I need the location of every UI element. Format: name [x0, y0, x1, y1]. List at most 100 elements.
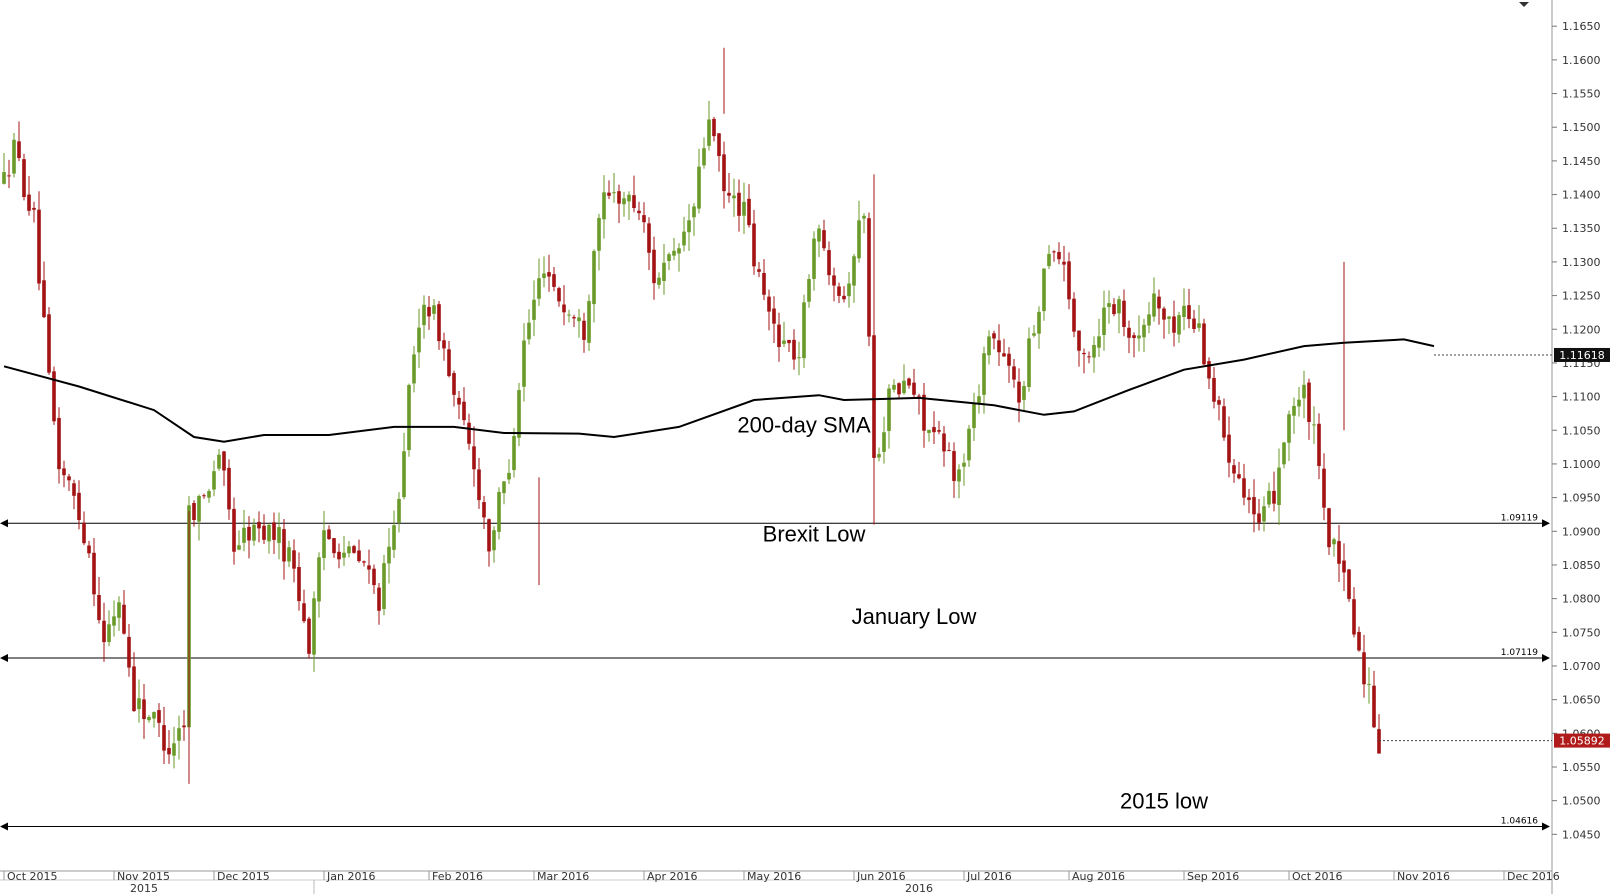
candle: [1092, 336, 1096, 373]
candle: [707, 100, 711, 151]
candle: [212, 460, 216, 497]
candle: [677, 243, 681, 272]
candle: [632, 175, 636, 213]
candle: [272, 512, 276, 554]
candle: [292, 539, 296, 583]
candle: [1227, 416, 1231, 478]
candle: [617, 184, 621, 223]
candle: [1037, 306, 1041, 349]
candle: [777, 312, 781, 362]
candle: [242, 509, 246, 552]
candle: [382, 554, 386, 616]
candle: [602, 175, 606, 239]
y-tick-label: 1.1650: [1562, 20, 1601, 33]
candle: [1222, 398, 1226, 441]
chevron-down-icon[interactable]: [1519, 2, 1529, 7]
candle: [557, 286, 561, 307]
candle: [137, 679, 141, 723]
candle: [102, 602, 106, 662]
candle: [327, 525, 331, 541]
candle: [257, 511, 261, 543]
candle: [82, 511, 86, 546]
candle: [1357, 626, 1361, 652]
candle: [977, 384, 981, 414]
candle: [32, 201, 36, 223]
candle: [157, 703, 161, 737]
candle: [1332, 537, 1336, 557]
candle: [232, 497, 236, 565]
candle: [462, 387, 466, 426]
candle: [1002, 338, 1006, 357]
candle: [1132, 332, 1136, 358]
candle: [1247, 488, 1251, 514]
candle: [1202, 318, 1206, 366]
candle: [227, 459, 231, 520]
annotation-label: Brexit Low: [763, 521, 866, 546]
candle: [1162, 306, 1166, 339]
candle: [367, 549, 371, 584]
candle: [222, 450, 226, 486]
candle: [152, 711, 156, 728]
x-tick-label: Nov 2016: [1397, 870, 1450, 883]
candle: [1097, 318, 1101, 357]
support-levels: 1.09119 1.07119 1.04616: [0, 513, 1550, 831]
y-tick-label: 1.1600: [1562, 54, 1601, 67]
candle: [712, 116, 716, 142]
candle: [957, 464, 961, 499]
y-tick-label: 1.1250: [1562, 290, 1601, 303]
candle: [37, 191, 41, 291]
candle: [1232, 459, 1236, 483]
level-right-arrow: [1542, 519, 1550, 528]
candle: [1057, 242, 1061, 265]
candle: [177, 715, 181, 760]
candle: [522, 323, 526, 402]
x-tick-label: Feb 2016: [432, 870, 483, 883]
candle: [1007, 347, 1011, 383]
candle: [47, 307, 51, 375]
candle: [12, 133, 16, 178]
candle: [847, 272, 851, 308]
candle: [752, 209, 756, 275]
candle: [537, 258, 541, 306]
candle: [392, 510, 396, 559]
candle: [92, 538, 96, 607]
candle: [147, 715, 151, 723]
year-label: 2016: [905, 882, 933, 894]
candle: [1212, 367, 1216, 409]
y-tick-label: 1.1400: [1562, 189, 1601, 202]
candle: [697, 148, 701, 214]
candle: [267, 523, 271, 554]
candle: [702, 137, 706, 169]
y-tick-label: 1.1000: [1562, 458, 1601, 471]
candle: [52, 366, 56, 425]
candle: [1277, 448, 1281, 526]
candle: [947, 442, 951, 452]
candle: [1052, 250, 1056, 262]
candle: [252, 518, 256, 546]
candle: [822, 219, 826, 251]
candle: [407, 383, 411, 457]
candle: [567, 309, 571, 323]
candle: [892, 379, 896, 393]
candle: [492, 526, 496, 563]
y-tick-label: 1.0850: [1562, 559, 1601, 572]
candle: [1337, 524, 1341, 583]
candle: [732, 178, 736, 217]
candle: [22, 153, 26, 201]
candle: [912, 368, 916, 399]
candle: [587, 294, 591, 352]
candle: [1117, 295, 1121, 334]
candle: [357, 539, 361, 563]
candle: [1352, 587, 1356, 638]
candle: [1372, 670, 1376, 729]
candle: [1127, 320, 1131, 354]
candle: [692, 203, 696, 236]
candle: [1297, 386, 1301, 417]
y-tick-label: 1.0800: [1562, 593, 1601, 606]
candle: [1142, 318, 1146, 352]
candle: [1087, 351, 1091, 364]
candle: [337, 543, 341, 569]
candle: [717, 133, 721, 172]
candle: [1272, 471, 1276, 512]
level-left-arrow: [0, 653, 8, 662]
